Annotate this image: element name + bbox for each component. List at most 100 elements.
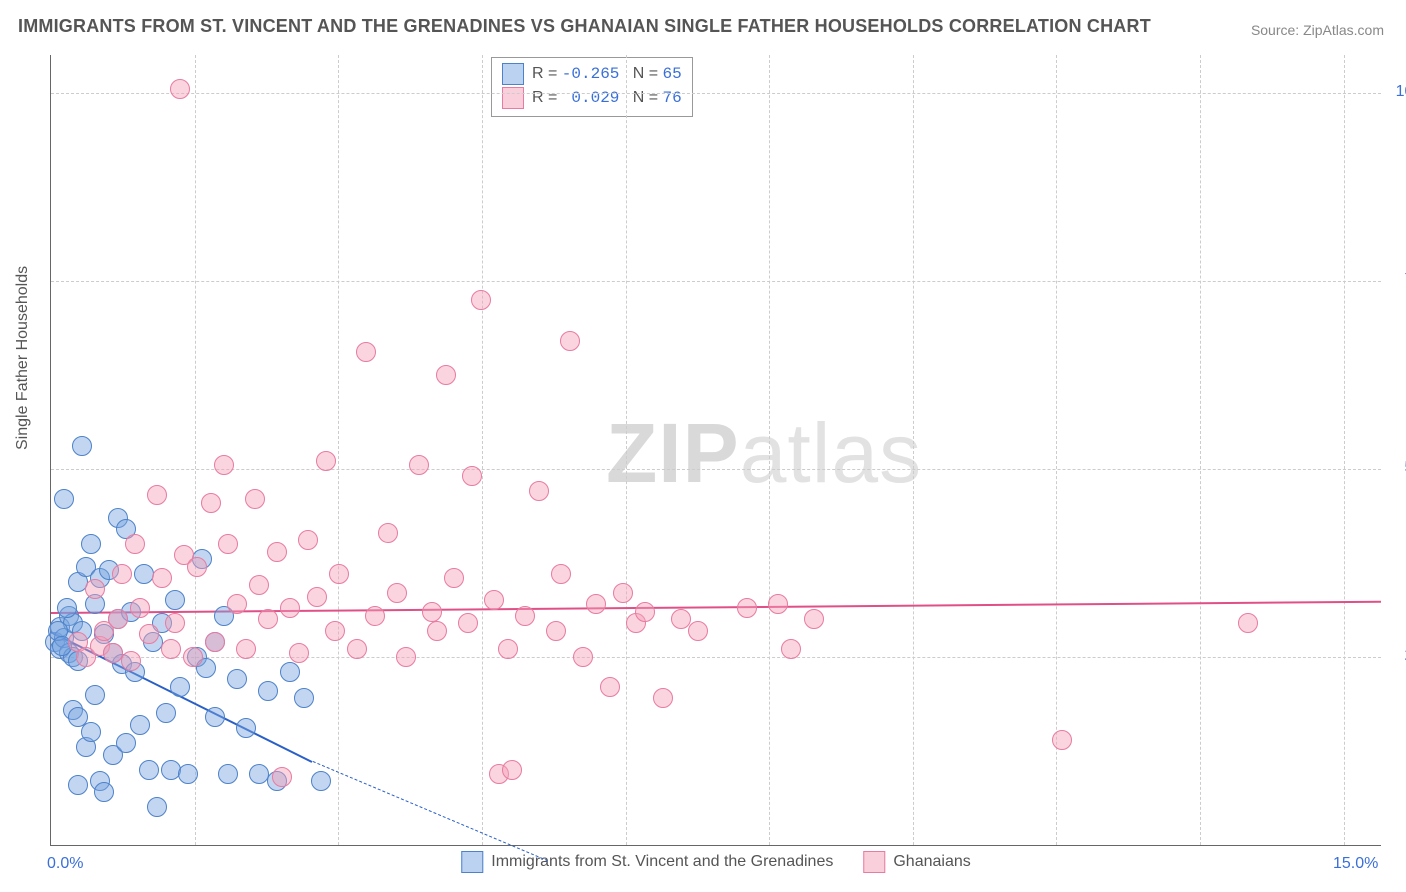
grid-line-v — [769, 55, 770, 845]
data-point — [498, 639, 518, 659]
grid-line-v — [626, 55, 627, 845]
data-point — [356, 342, 376, 362]
data-point — [387, 583, 407, 603]
data-point — [311, 771, 331, 791]
data-point — [671, 609, 691, 629]
legend-stat-text: R = -0.265 N = 65 — [532, 65, 682, 83]
data-point — [205, 707, 225, 727]
data-point — [272, 767, 292, 787]
legend-stat-row: R = -0.265 N = 65 — [502, 62, 682, 86]
legend-series-item: Ghanaians — [863, 851, 970, 873]
legend-swatch — [502, 63, 524, 85]
data-point — [214, 455, 234, 475]
grid-line-h — [51, 93, 1381, 94]
grid-line-h — [51, 469, 1381, 470]
data-point — [688, 621, 708, 641]
data-point — [54, 489, 74, 509]
grid-line-v — [913, 55, 914, 845]
legend-stats: R = -0.265 N = 65 R = 0.029 N = 76 — [491, 57, 693, 117]
data-point — [152, 568, 172, 588]
data-point — [551, 564, 571, 584]
data-point — [635, 602, 655, 622]
data-point — [298, 530, 318, 550]
data-point — [130, 715, 150, 735]
data-point — [804, 609, 824, 629]
data-point — [280, 662, 300, 682]
data-point — [161, 639, 181, 659]
grid-line-v — [1200, 55, 1201, 845]
watermark: ZIPatlas — [606, 405, 922, 502]
grid-line-v — [1056, 55, 1057, 845]
data-point — [409, 455, 429, 475]
y-axis-label: Single Father Households — [14, 266, 32, 450]
data-point — [560, 331, 580, 351]
data-point — [183, 647, 203, 667]
data-point — [249, 575, 269, 595]
data-point — [768, 594, 788, 614]
grid-line-v — [195, 55, 196, 845]
data-point — [515, 606, 535, 626]
data-point — [68, 775, 88, 795]
data-point — [307, 587, 327, 607]
legend-series-label: Ghanaians — [893, 853, 970, 871]
data-point — [427, 621, 447, 641]
data-point — [227, 669, 247, 689]
data-point — [267, 542, 287, 562]
data-point — [586, 594, 606, 614]
grid-line-v — [482, 55, 483, 845]
y-tick-label: 5.0% — [1391, 459, 1406, 477]
x-tick-label: 15.0% — [1333, 855, 1378, 873]
grid-line-h — [51, 281, 1381, 282]
data-point — [81, 722, 101, 742]
data-point — [81, 534, 101, 554]
data-point — [112, 564, 132, 584]
y-tick-label: 10.0% — [1391, 83, 1406, 101]
data-point — [94, 782, 114, 802]
data-point — [147, 485, 167, 505]
data-point — [294, 688, 314, 708]
data-point — [573, 647, 593, 667]
x-tick-label: 0.0% — [47, 855, 83, 873]
chart-title: IMMIGRANTS FROM ST. VINCENT AND THE GREN… — [18, 16, 1151, 37]
legend-stat-row: R = 0.029 N = 76 — [502, 86, 682, 110]
legend-swatch — [461, 851, 483, 873]
y-tick-label: 7.5% — [1391, 271, 1406, 289]
data-point — [613, 583, 633, 603]
legend-series-label: Immigrants from St. Vincent and the Gren… — [491, 853, 833, 871]
data-point — [165, 590, 185, 610]
legend-series: Immigrants from St. Vincent and the Gren… — [461, 851, 970, 873]
data-point — [365, 606, 385, 626]
data-point — [462, 466, 482, 486]
data-point — [201, 493, 221, 513]
data-point — [205, 632, 225, 652]
legend-series-item: Immigrants from St. Vincent and the Gren… — [461, 851, 833, 873]
scatter-plot: ZIPatlas R = -0.265 N = 65 R = 0.029 N = … — [50, 55, 1381, 846]
data-point — [258, 609, 278, 629]
data-point — [280, 598, 300, 618]
data-point — [218, 534, 238, 554]
data-point — [139, 624, 159, 644]
data-point — [72, 436, 92, 456]
trend-line — [51, 600, 1381, 613]
legend-swatch — [863, 851, 885, 873]
data-point — [139, 760, 159, 780]
source-label: Source: ZipAtlas.com — [1251, 22, 1384, 38]
data-point — [134, 564, 154, 584]
data-point — [170, 79, 190, 99]
data-point — [156, 703, 176, 723]
data-point — [737, 598, 757, 618]
data-point — [653, 688, 673, 708]
data-point — [108, 609, 128, 629]
data-point — [130, 598, 150, 618]
data-point — [147, 797, 167, 817]
data-point — [57, 598, 77, 618]
data-point — [529, 481, 549, 501]
data-point — [396, 647, 416, 667]
data-point — [258, 681, 278, 701]
data-point — [170, 677, 190, 697]
data-point — [116, 733, 136, 753]
data-point — [471, 290, 491, 310]
grid-line-v — [1344, 55, 1345, 845]
data-point — [85, 685, 105, 705]
data-point — [218, 764, 238, 784]
